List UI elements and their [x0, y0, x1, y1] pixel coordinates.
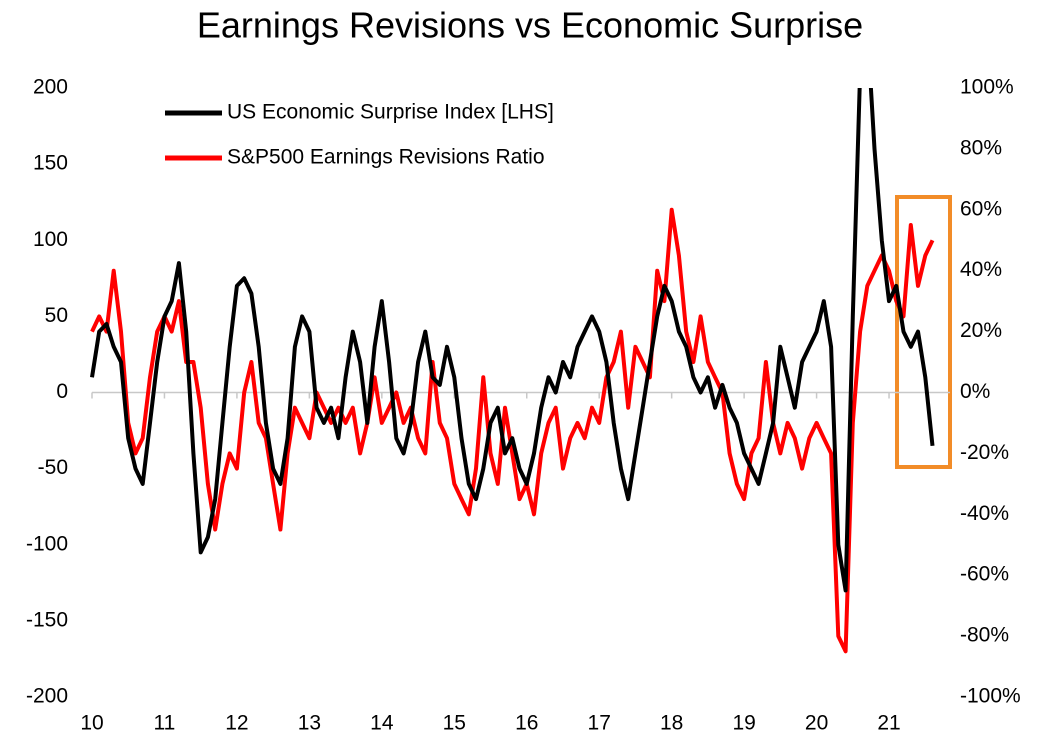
y-tick-label: 100 — [33, 228, 68, 251]
y-tick-label: -200 — [26, 685, 68, 708]
y-tick-label: -150 — [26, 608, 68, 631]
series-line — [90, 207, 935, 654]
y-tick-label: 150 — [33, 152, 68, 175]
x-tick-label: 21 — [877, 712, 900, 735]
y-tick-label: 0 — [56, 380, 68, 403]
y-tick-label: 200 — [33, 76, 68, 99]
y2-tick-label: -80% — [960, 624, 1009, 647]
x-tick-label: 15 — [443, 712, 466, 735]
x-tick-label: 16 — [515, 712, 538, 735]
x-tick-label: 18 — [660, 712, 683, 735]
y2-tick-label: -40% — [960, 502, 1009, 525]
y-tick-label: 50 — [45, 304, 68, 327]
y-tick-label: -50 — [38, 456, 68, 479]
x-tick-label: 14 — [370, 712, 394, 735]
y2-tick-label: 20% — [960, 319, 1002, 342]
x-tick-label: 12 — [225, 712, 248, 735]
y2-tick-label: -60% — [960, 563, 1009, 586]
y-tick-label: -100 — [26, 532, 68, 555]
y2-tick-label: -100% — [960, 685, 1021, 708]
x-tick-label: 10 — [80, 712, 103, 735]
x-tick-label: 13 — [298, 712, 321, 735]
y2-tick-label: -20% — [960, 441, 1009, 464]
legend-label: S&P500 Earnings Revisions Ratio — [227, 146, 545, 169]
y2-tick-label: 60% — [960, 197, 1002, 220]
x-tick-label: 17 — [588, 712, 611, 735]
y2-tick-label: 80% — [960, 136, 1002, 159]
x-tick-label: 19 — [732, 712, 755, 735]
legend-label: US Economic Surprise Index [LHS] — [227, 101, 554, 124]
x-tick-label: 20 — [805, 712, 828, 735]
highlight-box — [895, 195, 952, 469]
y2-tick-label: 100% — [960, 76, 1014, 99]
y2-tick-label: 0% — [960, 380, 990, 403]
series-line — [90, 88, 935, 593]
x-tick-label: 11 — [154, 712, 176, 735]
y2-tick-label: 40% — [960, 258, 1002, 281]
chart-title: Earnings Revisions vs Economic Surprise — [197, 5, 863, 46]
